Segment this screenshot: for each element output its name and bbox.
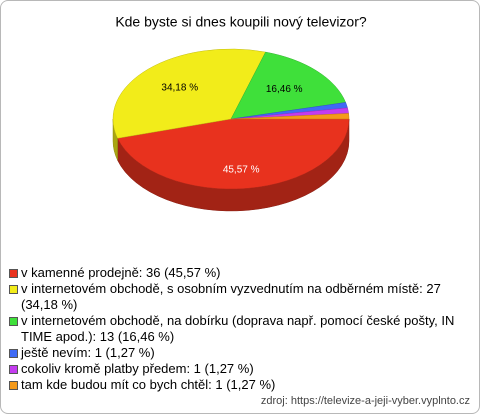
legend: v kamenné prodejně: 36 (45,57 %) v intern… xyxy=(9,265,471,393)
slice-label: 34,18 % xyxy=(161,83,198,94)
legend-item: tam kde budou mít co bych chtěl: 1 (1,27… xyxy=(9,377,471,393)
legend-label: tam kde budou mít co bych chtěl: 1 (1,27… xyxy=(21,377,276,392)
chart-title: Kde byste si dnes koupili nový televizor… xyxy=(115,14,367,30)
slice xyxy=(112,48,266,139)
legend-swatch xyxy=(9,317,18,326)
legend-label: cokoliv kromě platby předem: 1 (1,27 %) xyxy=(21,361,254,376)
legend-label: v kamenné prodejně: 36 (45,57 %) xyxy=(21,265,221,280)
slice xyxy=(230,113,350,120)
legend-item: v kamenné prodejně: 36 (45,57 %) xyxy=(9,265,471,281)
legend-label: v internetovém obchodě, s osobním vyzved… xyxy=(21,281,441,312)
slice-label: 45,57 % xyxy=(223,165,260,176)
legend-label: v internetovém obchodě, na dobírku (dopr… xyxy=(21,313,455,344)
slice xyxy=(117,118,350,190)
legend-item: ještě nevím: 1 (1,27 %) xyxy=(9,345,471,361)
legend-swatch xyxy=(9,365,18,374)
pie-area: Kde byste si dnes koupili nový televizor… xyxy=(112,14,367,212)
legend-label: ještě nevím: 1 (1,27 %) xyxy=(21,345,155,360)
legend-swatch xyxy=(9,381,18,390)
legend-item: v internetovém obchodě, na dobírku (dopr… xyxy=(9,313,471,345)
legend-swatch xyxy=(9,269,18,278)
source: zdroj: https://televize-a-jeji-vyber.vyp… xyxy=(260,395,470,407)
slice-label: 16,46 % xyxy=(266,84,303,95)
slice xyxy=(230,51,346,120)
legend-item: v internetovém obchodě, s osobním vyzved… xyxy=(9,281,471,313)
legend-swatch xyxy=(9,349,18,358)
legend-item: cokoliv kromě platby předem: 1 (1,27 %) xyxy=(9,361,471,377)
legend-swatch xyxy=(9,285,18,294)
